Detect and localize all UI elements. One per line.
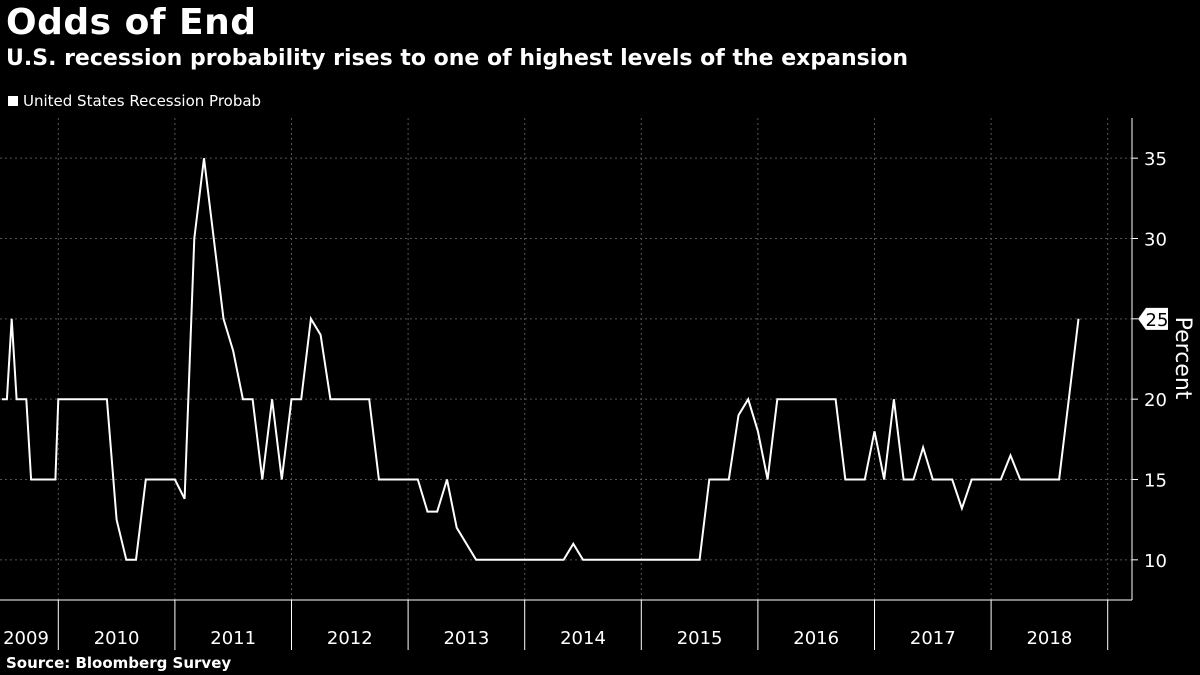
- x-tick-label-2015: 2015: [677, 628, 723, 649]
- series-layer: [2, 158, 1080, 561]
- x-tick-label-2014: 2014: [560, 628, 606, 649]
- x-tick-label-2011: 2011: [210, 628, 256, 649]
- y-tick-label-35: 35: [1144, 149, 1167, 170]
- x-tick-label-2018: 2018: [1026, 628, 1072, 649]
- series-line-recession-probability: [2, 158, 1080, 561]
- y-tick-label-10: 10: [1144, 551, 1167, 572]
- y-tick-label-30: 30: [1144, 230, 1167, 251]
- x-tick-label-2017: 2017: [910, 628, 956, 649]
- x-tick-label-2012: 2012: [327, 628, 373, 649]
- x-tick-label-2016: 2016: [793, 628, 839, 649]
- legend: United States Recession Probab: [8, 92, 261, 110]
- x-tick-label-2009: 2009: [3, 628, 49, 649]
- grid-layer: [0, 118, 1132, 600]
- last-value-label: 25: [1146, 310, 1169, 331]
- chart-subtitle: U.S. recession probability rises to one …: [6, 46, 909, 71]
- x-tick-label-2013: 2013: [443, 628, 489, 649]
- label-layer: 10 15 20 30 35 2009 2010 2011 2012 2013 2014 2015 20…: [3, 149, 1168, 649]
- legend-swatch: [8, 96, 18, 106]
- y-axis-title: Percent: [1170, 317, 1195, 400]
- axis-layer: [0, 118, 1138, 650]
- last-value-tag: [1138, 307, 1168, 330]
- x-tick-label-2010: 2010: [94, 628, 140, 649]
- chart-title: Odds of End: [6, 2, 257, 43]
- y-tick-label-15: 15: [1144, 471, 1167, 492]
- source-note: Source: Bloomberg Survey: [6, 654, 232, 672]
- legend-label: United States Recession Probab: [23, 92, 262, 110]
- y-tick-label-20: 20: [1144, 390, 1167, 411]
